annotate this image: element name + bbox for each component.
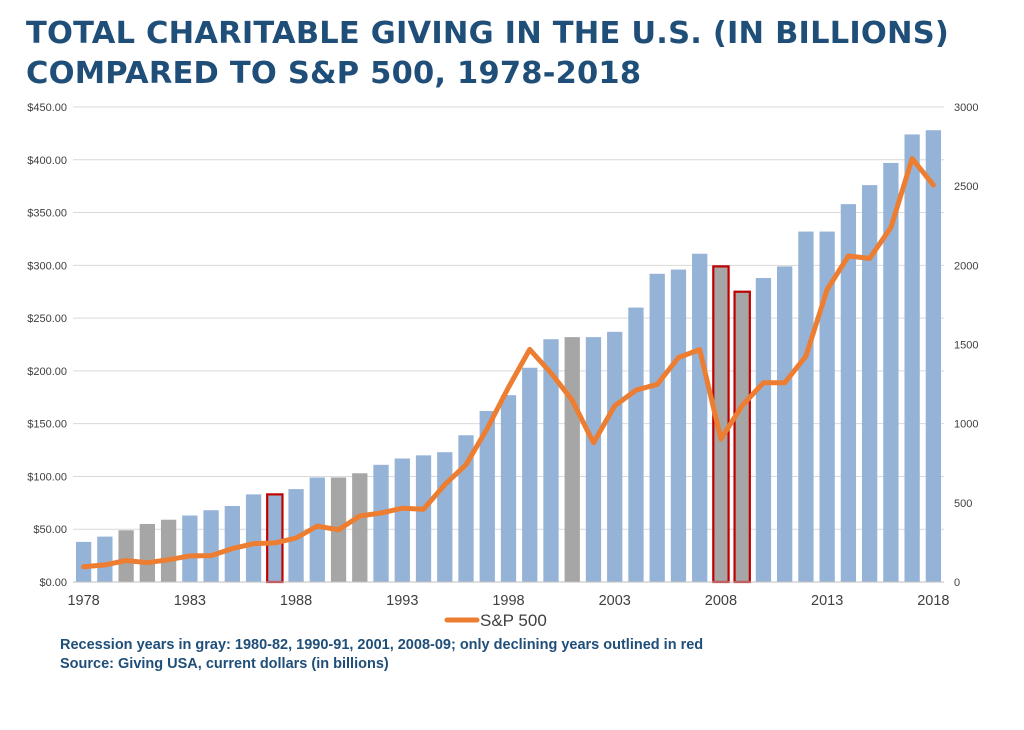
bar-1984 [203,510,219,582]
y-right-tick-label: 2500 [954,181,978,193]
chart-title-line-2: COMPARED TO S&P 500, 1978-2018 [26,56,642,91]
y-right-tick-label: 500 [954,498,972,510]
bar-2010 [755,278,772,582]
bar-2011 [777,266,793,582]
bar-2015 [861,185,878,582]
bar-2013 [819,231,835,583]
bar-1991 [352,473,368,582]
bar-1993 [394,458,410,582]
y-right-tick-label: 3000 [954,102,978,114]
y-left-tick-label: $350.00 [27,208,67,220]
x-tick-label: 1998 [492,593,524,609]
bar-2000 [543,339,559,582]
bar-1985 [224,506,240,582]
bar-1994 [415,455,432,582]
chart-title: TOTAL CHARITABLE GIVING IN THE U.S. (IN … [26,14,949,94]
bar-2018 [925,130,942,582]
bar-2016 [883,162,899,582]
bar-2014 [840,204,857,582]
x-tick-label: 1983 [174,593,206,609]
bar-2003 [607,331,623,582]
bar-2006 [670,269,687,582]
bar-2009 [733,290,751,584]
bar-1996 [458,435,474,582]
bar-1980 [118,530,134,582]
y-left-tick-label: $250.00 [27,313,67,325]
bar-1978 [75,541,92,582]
x-tick-label: 2013 [811,593,843,609]
x-tick-label: 2008 [705,593,737,609]
bar-1989 [309,477,325,582]
bar-1999 [522,367,538,582]
bar-2007 [692,253,708,582]
y-right-tick-label: 1500 [954,340,978,352]
chart-title-line-1: TOTAL CHARITABLE GIVING IN THE U.S. (IN … [26,16,950,51]
bar-1986 [245,494,262,582]
sp500-line [81,156,936,570]
x-tick-label: 2018 [917,593,949,609]
bar-1982 [160,519,177,582]
y-left-tick-label: $400.00 [27,155,67,167]
bar-2017 [904,134,920,582]
bar-2012 [798,231,814,583]
y-left-tick-label: $150.00 [27,419,67,431]
y-right-tick-label: 2000 [954,260,978,272]
bar-2005 [649,273,665,582]
y-left-tick-label: $0.00 [39,577,67,589]
y-left-tick-label: $200.00 [27,366,67,378]
legend-label-sp500: S&P 500 [480,611,547,630]
y-right-tick-label: 0 [954,577,960,589]
x-tick-label: 1993 [386,593,418,609]
y-left-tick-label: $100.00 [27,471,67,483]
footer-source-note: Source: Giving USA, current dollars (in … [60,656,389,672]
x-tick-label: 2003 [599,593,631,609]
bar-1983 [182,515,198,582]
y-left-tick-label: $450.00 [27,102,67,114]
chart-footer: Recession years in gray: 1980-82, 1990-9… [60,636,703,674]
bar-2004 [628,307,644,582]
bar-2001 [564,337,580,582]
bar-1995 [437,452,453,582]
x-tick-label: 1978 [67,593,99,609]
bar-1987 [266,493,284,584]
y-left-tick-label: $50.00 [33,524,67,536]
y-right-tick-label: 1000 [954,419,978,431]
bar-1998 [500,395,517,582]
y-left-tick-label: $300.00 [27,260,67,272]
x-tick-label: 1988 [280,593,312,609]
bar-1979 [97,536,113,582]
bar-1981 [139,523,156,582]
bar-1992 [373,464,389,582]
bar-1997 [479,411,495,582]
footer-recession-note: Recession years in gray: 1980-82, 1990-9… [60,637,704,653]
bar-2002 [585,337,602,582]
